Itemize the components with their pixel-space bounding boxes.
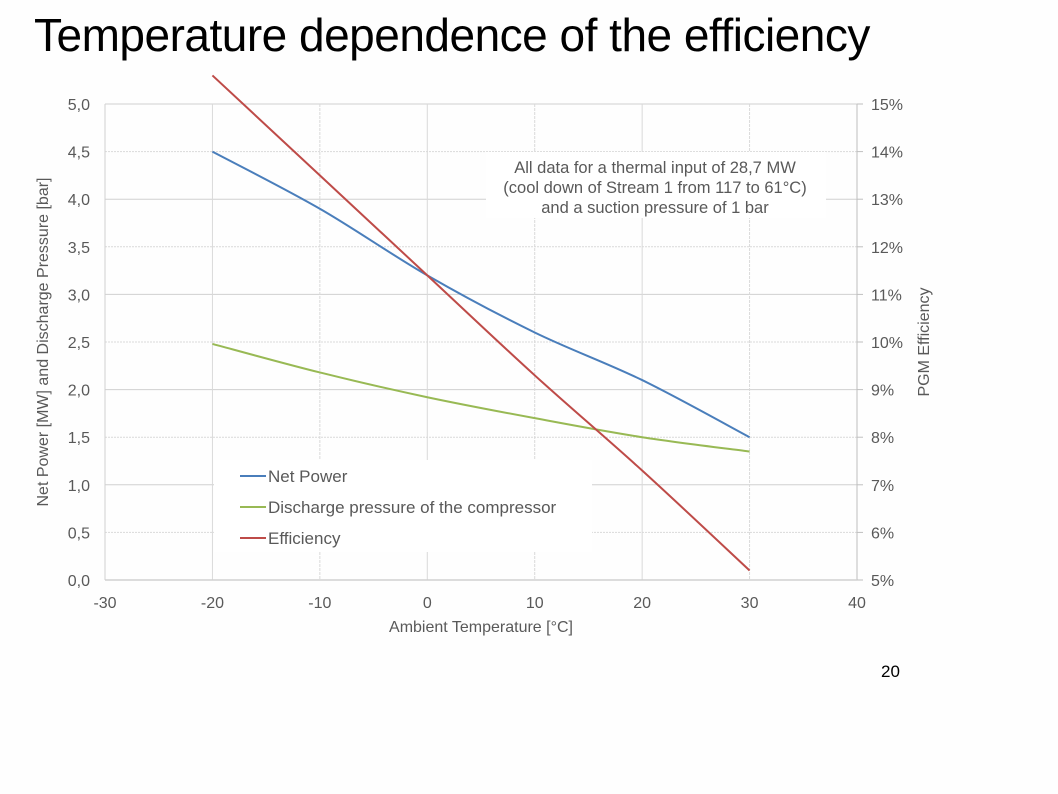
y2-tick-label: 11% — [871, 287, 902, 304]
y2-tick-label: 7% — [871, 478, 894, 495]
y-tick-label: 0,5 — [68, 525, 90, 542]
y2-tick-label: 6% — [871, 525, 894, 542]
y-tick-label: 2,0 — [68, 383, 90, 400]
y2-tick-label: 9% — [871, 383, 894, 400]
x-tick-label: 10 — [526, 595, 544, 612]
legend: Net Power Discharge pressure of the compr… — [214, 460, 592, 552]
x-tick-label: 30 — [741, 595, 759, 612]
y2-tick-label: 14% — [871, 145, 903, 162]
series-discharge-pressure — [212, 342, 750, 453]
y-tick-label: 5,0 — [68, 97, 90, 114]
x-tick-label: -30 — [93, 595, 116, 612]
x-axis-label: Ambient Temperature [°C] — [389, 619, 573, 636]
y-tick-label: 3,5 — [68, 240, 90, 257]
y-tick-label: 4,0 — [68, 192, 90, 209]
legend-label: Efficiency — [268, 529, 341, 548]
axes — [104, 103, 863, 581]
page-number: 20 — [881, 662, 900, 681]
chart: All data for a thermal input of 28,7 MW (… — [35, 74, 933, 636]
x-tick-label: -20 — [201, 595, 224, 612]
x-tick-label: 0 — [423, 595, 432, 612]
y2-tick-label: 15% — [871, 97, 903, 114]
tick-labels: 0,0 0,5 1,0 1,5 2,0 2,5 3,0 3,5 4,0 4,5 5,0 5% 6% 7% 8… — [68, 97, 903, 612]
annotation: All data for a thermal input of 28,7 MW (… — [486, 152, 826, 218]
x-tick-label: 20 — [633, 595, 651, 612]
legend-background — [214, 460, 592, 552]
series-efficiency — [211, 74, 751, 572]
y2-tick-label: 12% — [871, 240, 903, 257]
y-tick-label: 1,5 — [68, 430, 90, 447]
x-tick-label: -10 — [308, 595, 331, 612]
series-net-power — [211, 150, 751, 439]
y-tick-label: 0,0 — [68, 573, 90, 590]
y-tick-label: 2,5 — [68, 335, 90, 352]
y2-tick-label: 8% — [871, 430, 894, 447]
y2-tick-label: 5% — [871, 573, 894, 590]
y-axis-label: Net Power [MW] and Discharge Pressure [b… — [35, 177, 52, 506]
y-tick-label: 4,5 — [68, 145, 90, 162]
annotation-background — [486, 152, 826, 218]
legend-label: Discharge pressure of the compressor — [268, 498, 557, 517]
x-tick-label: 40 — [848, 595, 866, 612]
y-tick-label: 1,0 — [68, 478, 90, 495]
annotation-line: All data for a thermal input of 28,7 MW — [514, 159, 796, 177]
y2-tick-label: 10% — [871, 335, 903, 352]
y2-axis-label: PGM Efficiency — [916, 287, 933, 396]
annotation-line: and a suction pressure of 1 bar — [541, 199, 769, 217]
legend-label: Net Power — [268, 467, 348, 486]
y2-tick-label: 13% — [871, 192, 903, 209]
series-group — [211, 74, 751, 572]
slide-title: Temperature dependence of the efficiency — [34, 9, 870, 61]
annotation-line: (cool down of Stream 1 from 117 to 61°C) — [503, 179, 806, 197]
y-tick-label: 3,0 — [68, 287, 90, 304]
